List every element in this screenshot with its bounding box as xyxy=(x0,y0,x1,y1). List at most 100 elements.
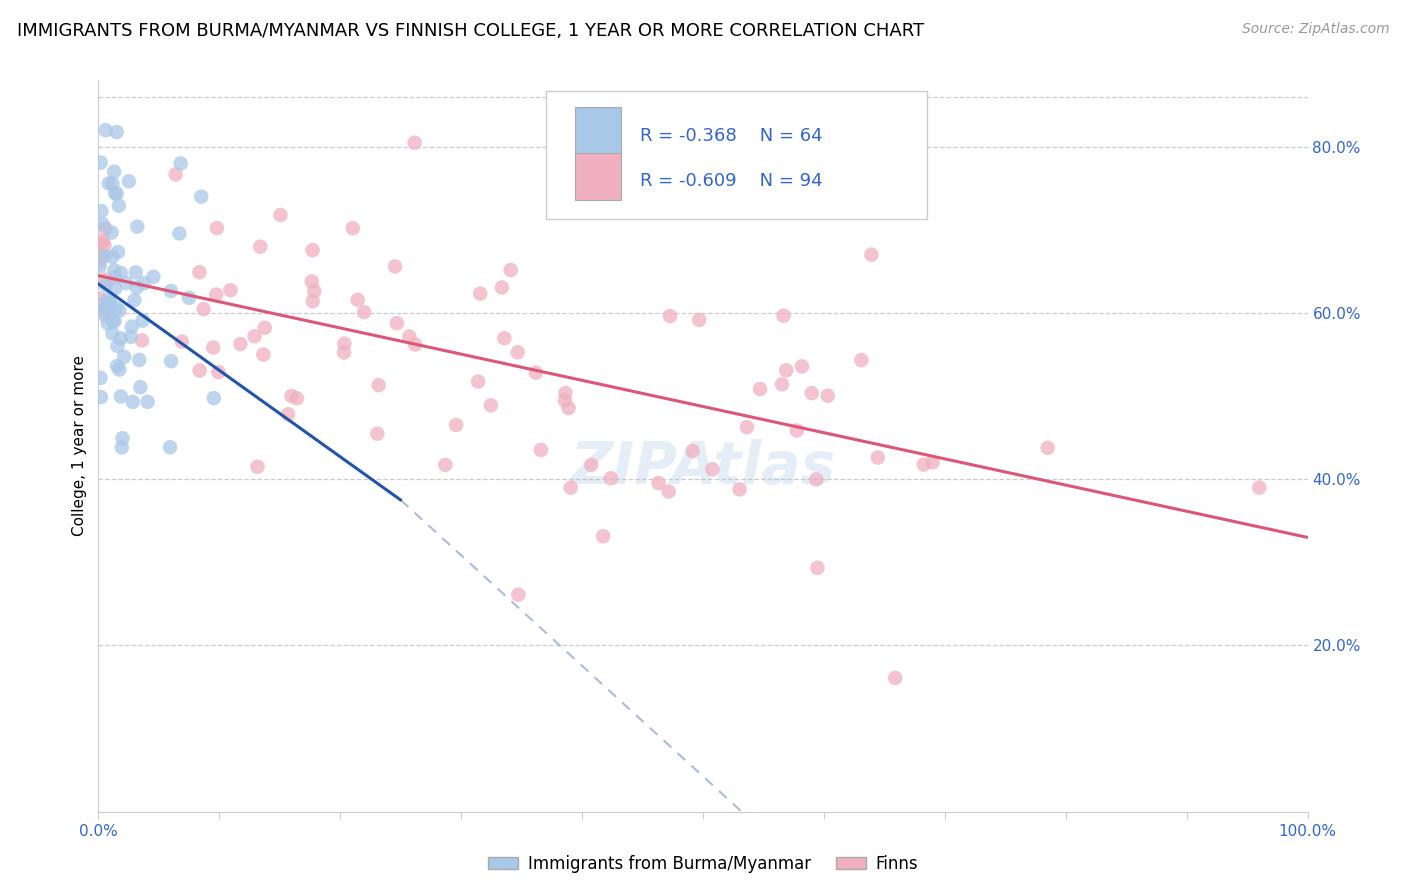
Point xyxy=(353,305,375,319)
Point xyxy=(508,588,530,602)
Point xyxy=(682,444,704,458)
Point xyxy=(89,298,111,312)
Point xyxy=(384,260,406,274)
Point xyxy=(749,382,772,396)
Point xyxy=(94,272,117,286)
Bar xyxy=(575,107,621,155)
Point xyxy=(98,294,121,309)
Point xyxy=(188,265,211,279)
Point xyxy=(243,329,266,343)
Point xyxy=(121,319,143,334)
Point xyxy=(128,352,150,367)
Point xyxy=(169,156,191,170)
Point xyxy=(205,221,228,235)
Point xyxy=(101,177,124,191)
Point xyxy=(786,424,808,438)
Y-axis label: College, 1 year or more: College, 1 year or more xyxy=(72,356,87,536)
Point xyxy=(97,292,120,306)
Point xyxy=(101,314,124,328)
Point xyxy=(131,334,153,348)
Point xyxy=(770,377,793,392)
Point xyxy=(129,380,152,394)
Point xyxy=(270,208,292,222)
Point xyxy=(131,313,153,327)
Point xyxy=(912,458,935,472)
Bar xyxy=(575,153,621,200)
Point xyxy=(108,362,131,376)
Point xyxy=(108,199,131,213)
Point xyxy=(285,392,308,406)
Point xyxy=(205,287,228,301)
Point xyxy=(104,314,127,328)
Point xyxy=(90,204,112,219)
Point xyxy=(806,560,828,574)
Point xyxy=(142,269,165,284)
Point xyxy=(93,249,115,263)
Point xyxy=(884,671,907,685)
Point xyxy=(249,240,271,254)
Point xyxy=(94,278,117,293)
Point xyxy=(125,265,148,279)
Point xyxy=(127,219,149,234)
Point xyxy=(124,293,146,307)
Point xyxy=(499,263,522,277)
Point xyxy=(177,291,200,305)
Point xyxy=(304,284,326,298)
Point xyxy=(1249,481,1271,495)
Point xyxy=(90,390,112,404)
Point xyxy=(252,348,274,362)
Point xyxy=(170,334,193,349)
Point xyxy=(188,363,211,377)
Point xyxy=(121,395,143,409)
Point xyxy=(90,155,112,169)
Point xyxy=(107,245,129,260)
Point xyxy=(160,284,183,298)
Point xyxy=(105,359,128,373)
Point xyxy=(728,483,751,497)
Point xyxy=(94,309,117,323)
Point xyxy=(93,301,115,316)
Point xyxy=(104,186,127,201)
Point xyxy=(136,394,159,409)
Point xyxy=(97,317,120,331)
Point xyxy=(346,293,368,307)
Point xyxy=(860,247,883,261)
Point xyxy=(110,266,132,280)
Text: IMMIGRANTS FROM BURMA/MYANMAR VS FINNISH COLLEGE, 1 YEAR OR MORE CORRELATION CHA: IMMIGRANTS FROM BURMA/MYANMAR VS FINNISH… xyxy=(17,22,924,40)
Point xyxy=(101,326,124,341)
Point xyxy=(202,341,225,355)
Point xyxy=(806,472,828,486)
Point xyxy=(333,345,356,359)
Point xyxy=(342,221,364,235)
Point xyxy=(104,281,127,295)
Point xyxy=(93,304,115,318)
Point xyxy=(93,238,115,252)
Point xyxy=(688,313,710,327)
Point xyxy=(866,450,889,465)
Point xyxy=(97,177,120,191)
Point xyxy=(207,365,229,379)
Point xyxy=(96,301,118,315)
Point xyxy=(253,320,276,334)
Legend: Immigrants from Burma/Myanmar, Finns: Immigrants from Burma/Myanmar, Finns xyxy=(481,848,925,880)
Point xyxy=(560,481,582,495)
Point xyxy=(90,250,112,264)
Point xyxy=(105,186,128,201)
Text: R = -0.609    N = 94: R = -0.609 N = 94 xyxy=(640,172,823,190)
Point xyxy=(104,270,127,285)
Point xyxy=(104,301,127,315)
Point xyxy=(120,330,142,344)
Point xyxy=(581,458,603,472)
Point xyxy=(110,389,132,403)
Point xyxy=(702,462,724,476)
Point xyxy=(599,471,621,485)
Point xyxy=(159,440,181,454)
Point xyxy=(89,239,111,253)
Point xyxy=(491,280,513,294)
Point xyxy=(89,255,111,269)
Point xyxy=(366,426,388,441)
Point xyxy=(592,529,614,543)
Point xyxy=(444,417,467,432)
Point xyxy=(775,363,797,377)
Point xyxy=(108,303,131,318)
